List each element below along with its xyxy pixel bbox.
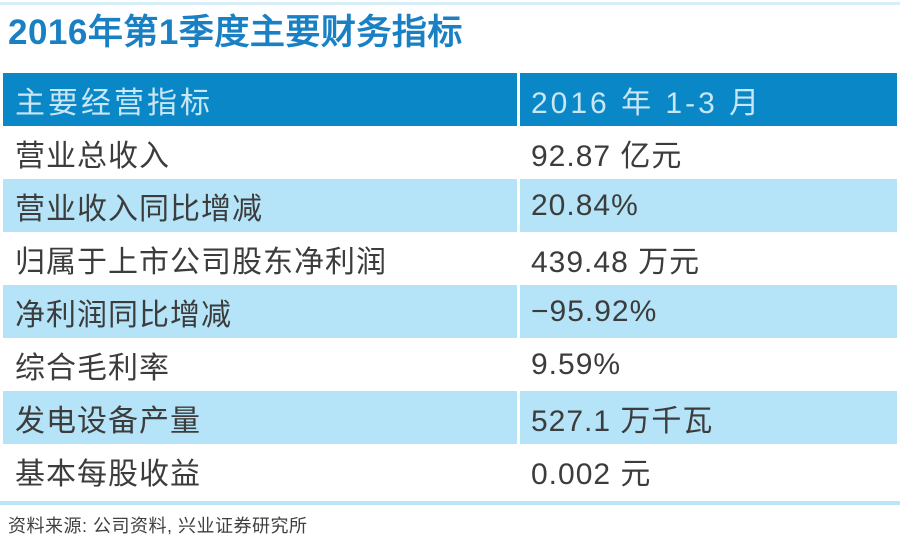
figure-title: 2016年第1季度主要财务指标 (8, 13, 463, 52)
table-row: 综合毛利率 9.59% (3, 338, 897, 391)
row-value: 0.002 元 (517, 444, 897, 497)
table-row: 营业收入同比增减 20.84% (3, 179, 897, 232)
row-label: 归属于上市公司股东净利润 (15, 245, 387, 279)
table-bottom-border (0, 501, 900, 505)
row-value: 9.59% (517, 338, 897, 391)
table-row: 归属于上市公司股东净利润 439.48 万元 (3, 232, 897, 285)
table-header-row: 主要经营指标 2016 年 1-3 月 (3, 73, 897, 126)
row-value: 439.48 万元 (517, 232, 897, 285)
row-label: 营业收入同比增减 (15, 192, 263, 226)
financial-table: 主要经营指标 2016 年 1-3 月 营业总收入 92.87 亿元 营业收入同… (3, 73, 897, 497)
header-indicator-column: 主要经营指标 (15, 86, 213, 120)
top-divider (0, 2, 900, 5)
row-label: 综合毛利率 (15, 351, 170, 385)
row-label: 营业总收入 (15, 139, 170, 173)
row-label: 净利润同比增减 (15, 298, 232, 332)
row-value: 527.1 万千瓦 (517, 391, 897, 444)
row-value: −95.92% (517, 285, 897, 338)
table-row: 基本每股收益 0.002 元 (3, 444, 897, 497)
source-note: 资料来源: 公司资料, 兴业证券研究所 (8, 516, 308, 536)
row-value: 92.87 亿元 (517, 126, 897, 179)
table-row: 净利润同比增减 −95.92% (3, 285, 897, 338)
header-period-column: 2016 年 1-3 月 (517, 73, 897, 126)
table-row: 营业总收入 92.87 亿元 (3, 126, 897, 179)
row-label: 发电设备产量 (15, 404, 201, 438)
table-row: 发电设备产量 527.1 万千瓦 (3, 391, 897, 444)
row-label: 基本每股收益 (15, 457, 201, 491)
row-value: 20.84% (517, 179, 897, 232)
